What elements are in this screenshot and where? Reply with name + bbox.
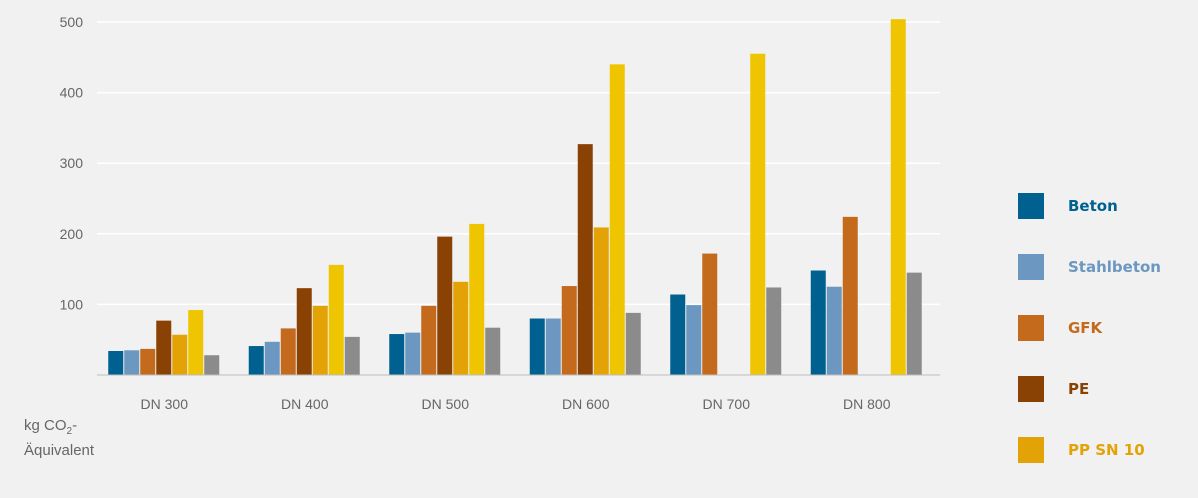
x-tick-label: DN 800 bbox=[843, 396, 891, 412]
x-tick-label: DN 700 bbox=[703, 396, 751, 412]
bar bbox=[625, 312, 641, 375]
legend-label: Stahlbeton bbox=[1068, 258, 1161, 276]
bar bbox=[124, 350, 140, 375]
y-axis-label-prefix: kg CO bbox=[24, 417, 67, 434]
bar bbox=[453, 281, 469, 375]
bar bbox=[328, 264, 344, 375]
legend-swatch bbox=[1018, 437, 1044, 463]
y-tick-label: 300 bbox=[60, 155, 84, 171]
bar bbox=[686, 305, 702, 375]
bar bbox=[485, 327, 501, 375]
y-axis-ticks: 100 200 300 400 500 bbox=[60, 14, 84, 312]
bar bbox=[280, 328, 296, 375]
legend-swatch bbox=[1018, 193, 1044, 219]
grid-lines bbox=[97, 21, 940, 306]
bar bbox=[405, 332, 421, 375]
y-tick-label: 400 bbox=[60, 85, 84, 101]
bar bbox=[437, 236, 453, 375]
x-axis-labels: DN 300 DN 400 DN 500 DN 600 DN 700 DN 800 bbox=[141, 396, 891, 412]
x-tick-label: DN 400 bbox=[281, 396, 329, 412]
bars bbox=[108, 19, 922, 376]
legend-swatch bbox=[1018, 254, 1044, 280]
bar bbox=[172, 334, 188, 375]
bar bbox=[248, 346, 264, 375]
bar bbox=[670, 294, 686, 375]
legend-label: PP SN 10 bbox=[1068, 441, 1145, 459]
x-tick-label: DN 600 bbox=[562, 396, 610, 412]
bar bbox=[156, 320, 172, 375]
bar bbox=[609, 64, 625, 376]
legend-label: PE bbox=[1068, 380, 1090, 398]
bar-chart: 100 200 300 400 500 DN 300 DN 400 DN 500 DN 600… bbox=[60, 14, 940, 412]
bar bbox=[421, 305, 437, 375]
bar bbox=[188, 310, 204, 375]
x-tick-label: DN 500 bbox=[422, 396, 470, 412]
y-tick-label: 100 bbox=[60, 296, 84, 312]
bar bbox=[906, 272, 922, 375]
y-axis-label-sub: 2 bbox=[66, 426, 73, 437]
legend-swatch bbox=[1018, 315, 1044, 341]
bar bbox=[810, 270, 826, 375]
bar bbox=[296, 288, 312, 375]
bar bbox=[766, 287, 782, 375]
bar bbox=[108, 350, 124, 375]
x-tick-label: DN 300 bbox=[141, 396, 189, 412]
bar bbox=[577, 144, 593, 375]
bar bbox=[529, 318, 545, 375]
bar bbox=[312, 305, 328, 375]
bar bbox=[264, 341, 280, 375]
legend-swatch bbox=[1018, 376, 1044, 402]
y-axis-label-suffix: - bbox=[72, 417, 78, 434]
bar bbox=[842, 216, 858, 375]
bar bbox=[204, 355, 220, 375]
bar bbox=[890, 19, 906, 376]
legend-label: Beton bbox=[1068, 197, 1118, 215]
legend-label: GFK bbox=[1068, 319, 1103, 337]
bar bbox=[561, 286, 577, 375]
bar bbox=[140, 348, 156, 375]
bar bbox=[344, 336, 360, 375]
bar bbox=[593, 227, 609, 375]
bar bbox=[389, 334, 405, 375]
bar bbox=[545, 318, 561, 375]
bar bbox=[702, 253, 718, 375]
bar bbox=[469, 223, 485, 375]
bar bbox=[750, 53, 766, 376]
y-axis-label: kg CO2- Äquivalent bbox=[24, 416, 94, 460]
bar bbox=[826, 286, 842, 375]
y-tick-label: 200 bbox=[60, 226, 84, 242]
y-tick-label: 500 bbox=[60, 14, 84, 30]
y-axis-label-line2: Äquivalent bbox=[24, 442, 95, 459]
